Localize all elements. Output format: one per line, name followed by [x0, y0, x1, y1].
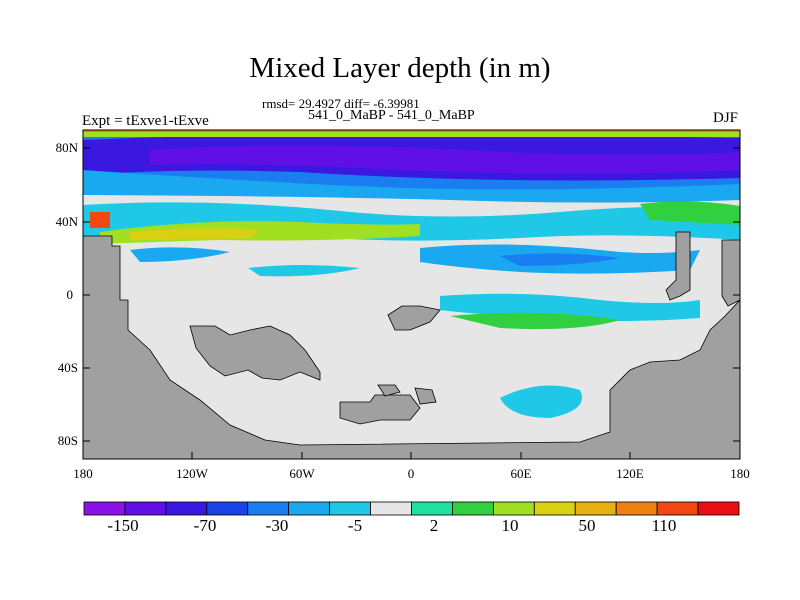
tropical-streak-1	[130, 247, 230, 262]
colorbar-box	[533, 501, 576, 516]
island-south-3	[414, 387, 437, 405]
colorbar-box	[411, 501, 453, 516]
island-maritime	[387, 305, 441, 331]
stats-line: rmsd= 29.4927 diff= -6.39981	[262, 96, 420, 111]
island-south-1	[339, 394, 421, 425]
midlat-positive-core	[130, 228, 260, 240]
land	[83, 231, 740, 459]
colorbar-box	[165, 501, 208, 516]
experiment-label: Expt = tExve1-tExve	[82, 113, 209, 129]
lat-tick-label: 80N	[55, 140, 78, 155]
southern-patch	[500, 385, 582, 418]
colorbar-box	[83, 501, 126, 516]
subarctic-band	[83, 170, 740, 203]
colorbar-label: -150	[107, 516, 139, 535]
arctic-core	[150, 145, 740, 174]
lon-tick-label: 180	[730, 466, 750, 481]
colorbar-box	[697, 501, 740, 516]
nw-pacific-positive	[640, 201, 740, 225]
lat-tick-label: 0	[66, 287, 74, 302]
plot-subtitle: 541_0_MaBP - 541_0_MaBP	[308, 108, 475, 123]
map-field	[83, 130, 740, 459]
east-peninsula	[665, 231, 691, 301]
lon-tick-label: 120W	[176, 466, 208, 481]
island-south-2	[377, 384, 401, 397]
colorbar-box	[656, 501, 699, 516]
lon-tick-label: 60E	[510, 466, 532, 481]
colorbar-box	[452, 501, 494, 516]
colorbar-box	[615, 501, 658, 516]
colorbar-box	[574, 501, 617, 516]
southern-continents	[83, 235, 740, 459]
colorbar-label: 50	[578, 516, 596, 535]
colorbar-box	[124, 501, 167, 516]
tropical-core-2	[500, 253, 620, 266]
lat-tick-label: 80S	[57, 433, 78, 448]
lon-ticks	[82, 452, 741, 459]
season-label: DJF	[713, 110, 739, 126]
lon-tick-label: 60W	[289, 466, 315, 481]
lat-tick-label: 40N	[55, 214, 78, 229]
colorbar-box	[288, 501, 331, 516]
colorbar-box	[370, 501, 412, 516]
lon-tick-label: 120E	[616, 466, 644, 481]
indian-positive	[450, 312, 620, 329]
colorbar-label: 10	[501, 516, 519, 535]
pacific-streak	[248, 265, 360, 277]
colorbar-label: -5	[347, 516, 363, 535]
polar-edge-inner	[83, 132, 740, 137]
colorbar-box	[206, 501, 249, 516]
australia-like-continent	[189, 325, 321, 381]
colorbar	[83, 501, 740, 516]
east-edge-land	[721, 239, 740, 307]
lon-tick-label: 0	[407, 466, 415, 481]
lat-ticks	[83, 147, 740, 442]
atlantic-hotspot	[90, 212, 110, 228]
colorbar-label: 110	[651, 516, 677, 535]
lon-tick-label: 180	[73, 466, 93, 481]
colorbar-label: 2	[429, 516, 439, 535]
plot-title: Mixed Layer depth (in m)	[249, 52, 551, 84]
colorbar-box	[329, 501, 371, 516]
colorbar-label: -30	[265, 516, 289, 535]
colorbar-box	[247, 501, 290, 516]
lat-tick-label: 40S	[57, 360, 78, 375]
colorbar-label: -70	[193, 516, 217, 535]
colorbar-box	[492, 501, 535, 516]
